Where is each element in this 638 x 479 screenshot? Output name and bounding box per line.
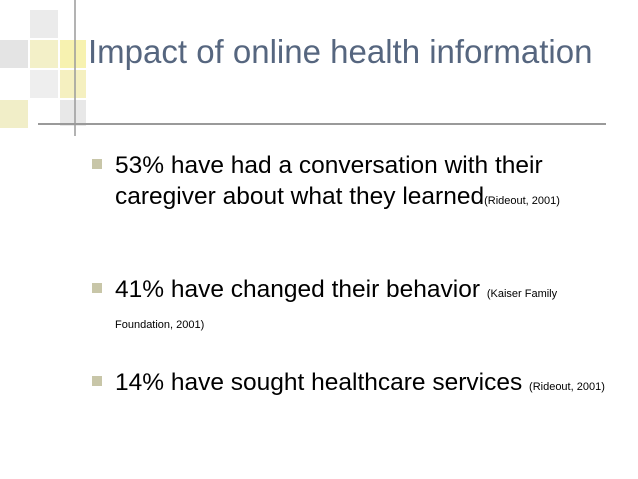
bullet-marker (92, 159, 102, 169)
deco-square (60, 70, 86, 98)
bullet-text: 14% have sought healthcare services (115, 369, 530, 396)
deco-square (0, 40, 28, 68)
bullet-item: 14% have sought healthcare services (Rid… (92, 367, 612, 398)
deco-square (60, 40, 86, 68)
bullet-citation: (Rideout, 2001) (529, 381, 605, 393)
slide-title: Impact of online health information (88, 33, 593, 70)
deco-square (60, 100, 86, 126)
bullet-marker (92, 283, 102, 293)
deco-square (30, 70, 58, 98)
bullet-marker (92, 376, 102, 386)
bullet-text: 41% have changed their behavior (115, 276, 487, 303)
deco-square (30, 40, 58, 68)
bullet-citation: (Rideout, 2001) (484, 195, 560, 207)
bullet-citation: (Kaiser Family Foundation, 2001) (115, 288, 558, 331)
deco-square (0, 100, 28, 128)
bullet-item: 41% have changed their behavior (Kaiser … (92, 274, 612, 336)
deco-square (30, 10, 58, 38)
decoration (0, 0, 606, 136)
bullet-item: 53% have had a conversation with their c… (92, 150, 612, 212)
bullet-text: 53% have had a conversation with their c… (115, 152, 543, 210)
